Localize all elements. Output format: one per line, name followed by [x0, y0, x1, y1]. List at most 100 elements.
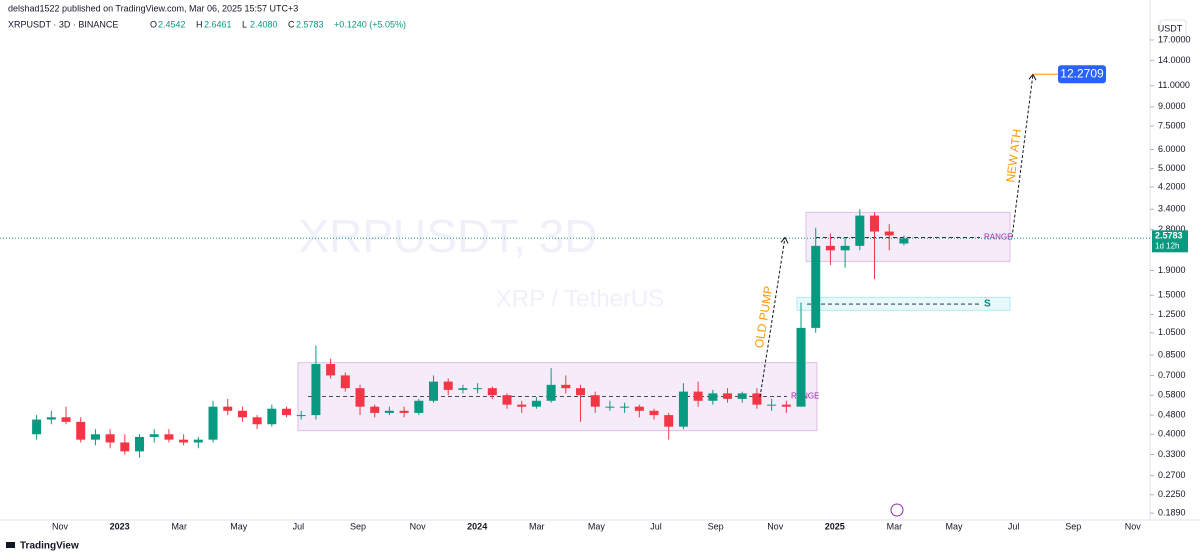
x-tick-label: Nov	[52, 521, 69, 531]
y-tick-label: 0.1890	[1158, 507, 1186, 517]
candle-body	[473, 388, 483, 390]
candle-body	[120, 442, 130, 452]
candle-body	[767, 404, 777, 406]
legend-value: 2.4080	[250, 19, 278, 29]
candle-body	[149, 434, 159, 437]
y-tick-label: 0.7000	[1158, 370, 1186, 380]
candle-body	[76, 421, 86, 440]
y-tick-label: 0.3300	[1158, 449, 1186, 459]
candle-body	[870, 215, 880, 232]
y-tick-label: 1.5000	[1158, 290, 1186, 300]
y-tick-label: 5.0000	[1158, 163, 1186, 173]
y-tick-label: 3.4000	[1158, 204, 1186, 214]
candle-body	[899, 238, 909, 244]
y-tick-label: 0.5800	[1158, 390, 1186, 400]
y-tick-label: 9.0000	[1158, 101, 1186, 111]
watermark: XRPUSDT, 3D	[298, 210, 597, 262]
x-tick-label: Sep	[1065, 521, 1081, 531]
legend-value: 2.5783	[296, 19, 324, 29]
candle-body	[90, 434, 100, 440]
candle-body	[796, 327, 806, 407]
candle-body	[355, 388, 365, 407]
legend-key: C	[288, 19, 295, 29]
x-tick-label: May	[588, 521, 606, 531]
candle-body	[414, 400, 424, 413]
candle-body	[737, 393, 747, 399]
candle-body	[164, 434, 174, 440]
candle-body	[458, 388, 468, 390]
candle-body	[237, 410, 247, 418]
candle-body	[311, 364, 321, 416]
candle-body	[576, 388, 586, 396]
y-tick-label: 4.2000	[1158, 181, 1186, 191]
x-tick-label: 2023	[110, 521, 130, 531]
candle-body	[546, 384, 556, 401]
arrow-label: NEW ATH	[1003, 128, 1024, 183]
y-tick-label: 1.2500	[1158, 309, 1186, 319]
y-tick-label: 0.2700	[1158, 470, 1186, 480]
candle-body	[443, 381, 453, 390]
legend-value: 2.4542	[158, 19, 186, 29]
x-tick-label: Mar	[887, 521, 903, 531]
x-tick-label: Mar	[171, 521, 187, 531]
candle-body	[179, 439, 189, 443]
y-tick-label: 14.0000	[1158, 55, 1191, 65]
price-tag-countdown: 1d 12h	[1155, 241, 1179, 250]
candle-body	[855, 215, 865, 246]
legend-key: H	[196, 19, 203, 29]
y-tick-label: 0.4000	[1158, 429, 1186, 439]
y-tick-label: 7.5000	[1158, 120, 1186, 130]
target-label: 12.2709	[1060, 66, 1104, 80]
candle-body	[752, 393, 762, 405]
x-tick-label: Jul	[650, 521, 662, 531]
arrow-label: OLD PUMP	[752, 285, 776, 349]
legend-change: +0.1240 (+5.05%)	[334, 19, 406, 29]
x-tick-label: Nov	[1125, 521, 1142, 531]
x-tick-label: 2025	[825, 521, 845, 531]
legend-value: 2.6461	[204, 19, 232, 29]
y-tick-label: 1.9000	[1158, 265, 1186, 275]
zone	[805, 211, 1011, 262]
candle-body	[208, 406, 218, 440]
watermark-sub: XRP / TetherUS	[496, 285, 665, 312]
zone	[796, 296, 1011, 311]
candle-body	[46, 417, 56, 420]
x-tick-label: May	[945, 521, 963, 531]
candle-body	[884, 231, 894, 236]
candle-body	[620, 406, 630, 408]
legend-key: O	[150, 19, 157, 29]
candle-body	[664, 415, 674, 427]
y-tick-label: 6.0000	[1158, 144, 1186, 154]
candle-body	[634, 406, 644, 411]
candle-body	[223, 406, 233, 411]
candle-body	[811, 245, 821, 328]
candle-body	[326, 364, 336, 376]
x-tick-label: Mar	[529, 521, 545, 531]
brand: TradingView	[20, 541, 79, 552]
logo	[6, 542, 15, 548]
arrow	[759, 237, 786, 398]
symbol: XRPUSDT · 3D · BINANCE	[8, 19, 118, 29]
target-box	[1058, 65, 1106, 84]
candle-body	[708, 393, 718, 401]
unit-frame	[1159, 19, 1187, 39]
publisher: delshad1522 published on TradingView.com…	[8, 3, 298, 13]
candle-body	[282, 408, 292, 416]
candle-body	[649, 410, 659, 416]
x-tick-label: Sep	[350, 521, 366, 531]
zone-label: RANGE	[984, 233, 1012, 242]
arrow-head	[780, 236, 789, 244]
candle-body	[429, 381, 439, 401]
y-tick-label: 17.0000	[1158, 34, 1191, 44]
y-tick-label: 1.0500	[1158, 327, 1186, 337]
arrow	[1011, 74, 1034, 238]
y-tick-label: 0.4800	[1158, 409, 1186, 419]
axis-unit: USDT	[1158, 23, 1183, 33]
events-icon	[890, 503, 904, 517]
x-tick-label: Jul	[1008, 521, 1020, 531]
candle-body	[193, 439, 203, 443]
legend-key: L	[242, 19, 247, 29]
price-tag-value: 2.5783	[1155, 231, 1183, 241]
